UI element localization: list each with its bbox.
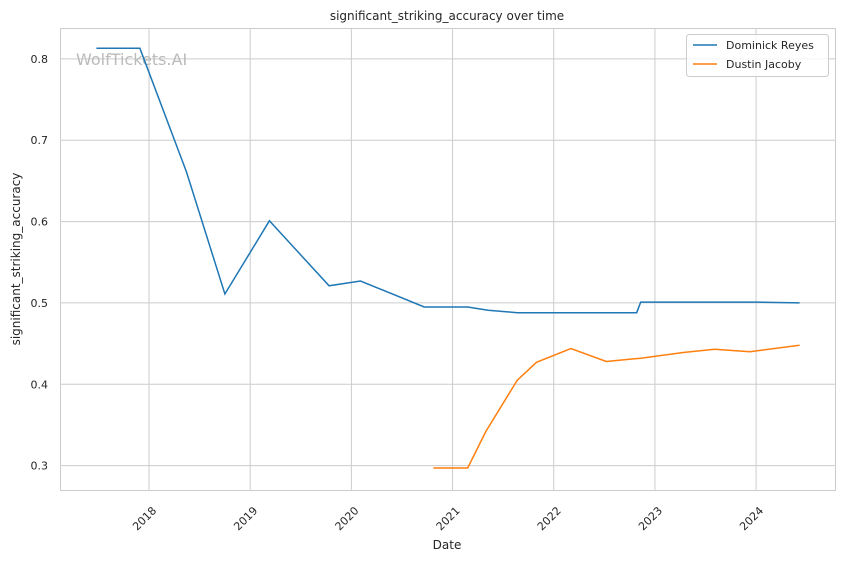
y-tick-label: 0.5 [31, 297, 49, 310]
legend: Dominick Reyes Dustin Jacoby [686, 34, 829, 77]
y-tick-label: 0.3 [31, 460, 49, 473]
y-tick-label: 0.4 [31, 378, 49, 391]
plot-frame [60, 28, 836, 491]
x-tick-label: 2021 [434, 504, 463, 533]
y-axis-label: significant_striking_accuracy [9, 173, 23, 346]
x-tick-label: 2023 [636, 504, 665, 533]
legend-label: Dustin Jacoby [726, 58, 802, 71]
x-axis-label: Date [433, 538, 462, 552]
x-tick-label: 2018 [130, 504, 159, 533]
chart-title: significant_striking_accuracy over time [330, 9, 564, 23]
x-tick-label: 2020 [333, 504, 362, 533]
x-tick-label: 2024 [737, 504, 766, 533]
x-tick-label: 2022 [535, 504, 564, 533]
x-tick-label: 2019 [231, 504, 260, 533]
series-line-dustin-jacoby [433, 344, 800, 469]
watermark: WolfTickets.AI [76, 50, 187, 69]
legend-label: Dominick Reyes [726, 39, 814, 52]
y-tick-label: 0.6 [31, 216, 49, 229]
y-tick-label: 0.8 [31, 53, 49, 66]
series-line-dominick-reyes [96, 47, 800, 314]
y-tick-label: 0.7 [31, 134, 49, 147]
